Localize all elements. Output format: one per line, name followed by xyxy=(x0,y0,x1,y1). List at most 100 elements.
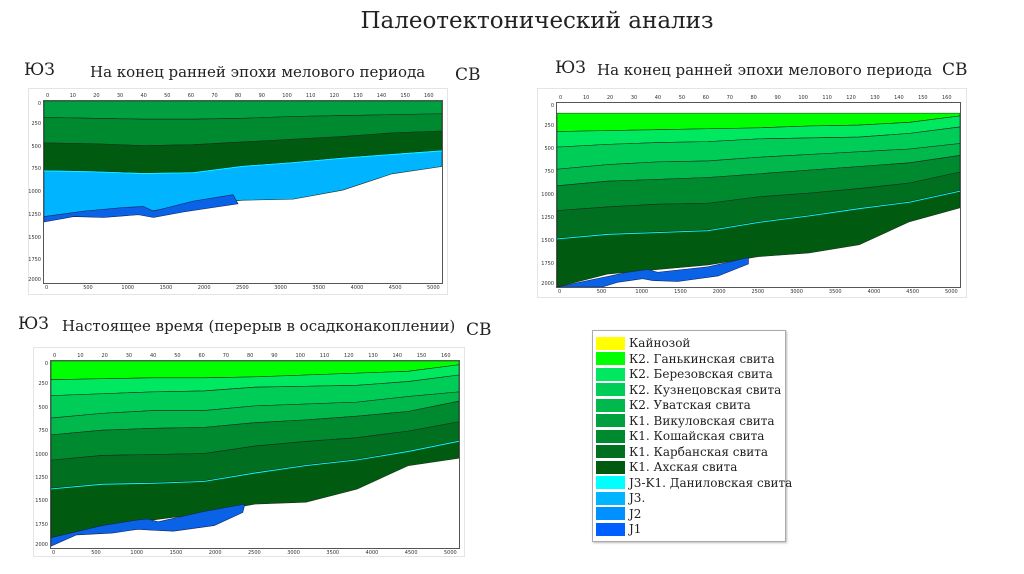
bottom-axis-tick: 2000 xyxy=(712,289,726,295)
section-panel-3: 0 10 20 30 40 50 60 70 80 90 100 110 120 130 140 150 160… xyxy=(33,347,465,557)
cross-section-svg xyxy=(51,361,459,547)
panel-2-sw-label: ЮЗ xyxy=(555,58,586,78)
depth-axis-tick: 250 xyxy=(31,120,41,127)
legend-label: К1. Карбанская свита xyxy=(629,444,769,459)
bottom-axis-tick: 4000 xyxy=(867,289,881,295)
j1-j2-layer xyxy=(51,503,246,547)
bottom-axis-tick: 1000 xyxy=(635,289,649,295)
top-axis-tick: 80 xyxy=(247,353,254,359)
top-axis-tick: 100 xyxy=(798,95,808,101)
bottom-axis-tick: 5000 xyxy=(427,285,440,291)
cross-section-svg xyxy=(557,112,960,287)
legend-label: J3. xyxy=(629,491,646,505)
top-axis-tick: 50 xyxy=(678,95,686,101)
depth-axis-tick: 500 xyxy=(544,146,554,152)
bottom-axis-tick: 1000 xyxy=(130,550,144,556)
legend-swatch xyxy=(596,429,625,443)
top-axis-tick: 30 xyxy=(116,93,124,99)
top-axis-tick: 10 xyxy=(77,353,84,359)
top-axis-tick: 60 xyxy=(187,93,195,99)
bottom-axis-tick: 1000 xyxy=(121,285,135,291)
bottom-axis-tick: 3500 xyxy=(828,289,842,295)
depth-axis-tick: 1250 xyxy=(28,211,41,218)
section-panel-2: 0 10 20 30 40 50 60 70 80 90 100 110 120 130 140 150 160… xyxy=(537,88,967,298)
legend-item: J3. xyxy=(596,491,645,505)
bottom-axis-tick: 0 xyxy=(558,289,562,295)
depth-axis-tick: 1000 xyxy=(541,192,554,198)
top-axis-tick: 60 xyxy=(702,95,709,101)
legend-swatch xyxy=(596,336,625,350)
depth-axis-tick: 2000 xyxy=(35,542,48,548)
top-axis-tick: 60 xyxy=(198,353,205,359)
bottom-axis-tick: 500 xyxy=(596,289,607,295)
depth-axis-tick: 500 xyxy=(38,404,48,411)
top-axis-tick: 130 xyxy=(368,353,378,359)
legend-item: Кайнозой xyxy=(596,336,690,350)
legend-item: К1. Карбанская свита xyxy=(596,445,768,459)
panel-1-sw-label: ЮЗ xyxy=(24,60,55,80)
depth-axis-tick: 750 xyxy=(544,169,554,175)
top-axis-tick: 0 xyxy=(559,95,563,101)
panel-3-caption: Настоящее время (перерыв в осадконакопле… xyxy=(62,317,456,335)
bottom-axis-tick: 5000 xyxy=(444,550,457,556)
top-axis-tick: 140 xyxy=(376,93,387,99)
top-axis-tick: 160 xyxy=(441,353,451,359)
depth-axis-tick: 0 xyxy=(37,101,41,107)
bottom-axis-tick: 2500 xyxy=(236,285,249,291)
cross-section-plot-2: 0 10 20 30 40 50 60 70 80 90 100 110 120 130 140 150 160… xyxy=(541,95,961,295)
depth-axis-tick: 1000 xyxy=(35,451,48,458)
j1-j2-layer xyxy=(44,194,239,223)
bottom-axis-tick: 1500 xyxy=(169,550,183,556)
top-axis-tick: 80 xyxy=(750,95,757,101)
top-axis-tick: 20 xyxy=(101,353,108,359)
legend-label: К1. Кошайская свита xyxy=(629,429,765,443)
top-axis-tick: 150 xyxy=(416,353,427,359)
top-axis-tick: 150 xyxy=(400,93,410,99)
depth-axis-tick: 750 xyxy=(38,428,48,435)
panel-2-ne-label: СВ xyxy=(942,60,968,80)
bottom-axis-tick: 3500 xyxy=(326,550,340,556)
stratigraphic-layer xyxy=(51,440,459,539)
top-axis-tick: 120 xyxy=(846,95,856,101)
bottom-axis-tick: 4500 xyxy=(906,289,920,295)
bottom-axis-tick: 2500 xyxy=(248,550,261,556)
depth-axis-tick: 1500 xyxy=(28,234,41,241)
top-axis-tick: 130 xyxy=(870,95,880,101)
top-axis-tick: 140 xyxy=(392,353,403,359)
top-axis-tick: 10 xyxy=(69,93,76,99)
legend-label: К2. Березовская свита xyxy=(629,367,773,381)
bottom-axis-tick: 0 xyxy=(45,285,49,291)
top-axis-tick: 30 xyxy=(125,353,133,359)
depth-axis-tick: 750 xyxy=(31,166,41,173)
legend-label: J2 xyxy=(629,506,642,521)
panel-1-caption: На конец ранней эпохи мелового периода xyxy=(90,63,426,81)
bottom-axis-tick: 4000 xyxy=(365,550,379,556)
bottom-axis-tick: 4000 xyxy=(350,285,364,291)
top-axis-tick: 40 xyxy=(140,93,147,99)
top-axis-tick: 50 xyxy=(174,353,181,359)
legend-swatch xyxy=(596,522,625,536)
legend-swatch xyxy=(596,398,625,412)
legend-label: К1. Викуловская свита xyxy=(629,413,775,428)
top-axis-tick: 20 xyxy=(606,95,614,101)
top-axis-tick: 30 xyxy=(630,95,638,101)
panel-3-ne-label: СВ xyxy=(466,320,492,340)
legend-item: К2. Уватская свита xyxy=(596,398,751,412)
panel-3-sw-label: ЮЗ xyxy=(18,314,49,334)
legend-label: J3-K1. Даниловская свита xyxy=(629,475,793,490)
bottom-axis-tick: 2000 xyxy=(197,285,211,291)
legend: Кайнозой К2. Ганькинская свита К2. Березов… xyxy=(592,330,792,542)
legend-swatch xyxy=(596,414,625,427)
bottom-axis-tick: 2500 xyxy=(751,289,765,295)
bottom-axis-tick: 4500 xyxy=(388,285,402,291)
j1-j2-layer xyxy=(557,257,749,287)
top-axis-tick: 20 xyxy=(93,93,100,99)
depth-axis-tick: 500 xyxy=(31,143,41,150)
top-axis-tick: 110 xyxy=(305,93,316,99)
depth-axis-tick: 1500 xyxy=(35,498,48,505)
top-axis-tick: 90 xyxy=(271,353,278,359)
top-axis-tick: 40 xyxy=(150,353,157,359)
bottom-axis-tick: 5000 xyxy=(945,289,958,295)
top-axis-tick: 90 xyxy=(774,95,781,101)
legend-swatch xyxy=(596,507,625,520)
